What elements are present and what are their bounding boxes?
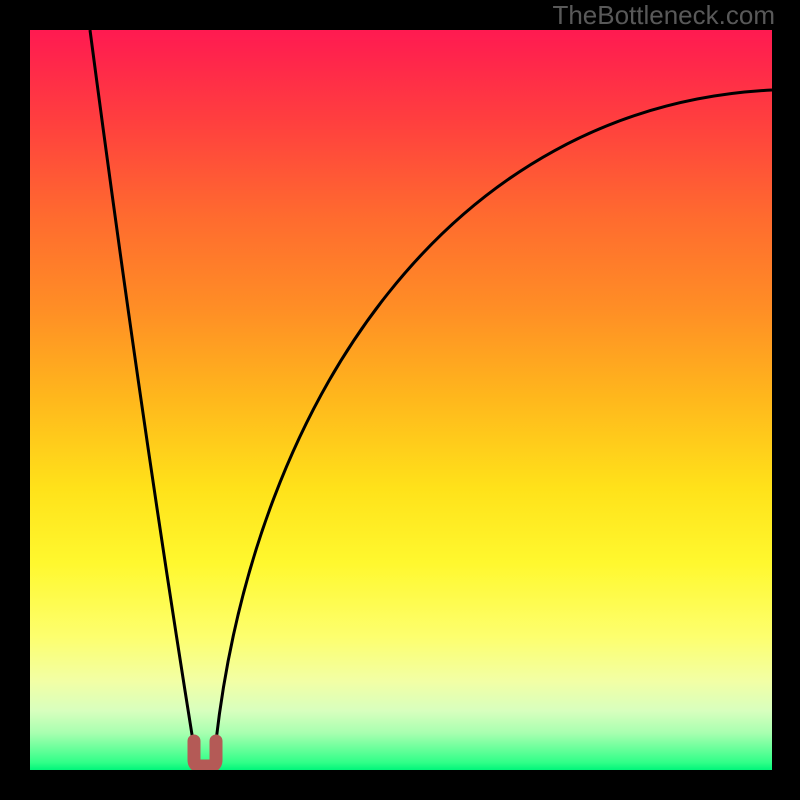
watermark-text: TheBottleneck.com [552,0,775,31]
chart-container: TheBottleneck.com [0,0,800,800]
gradient-area [30,30,772,770]
